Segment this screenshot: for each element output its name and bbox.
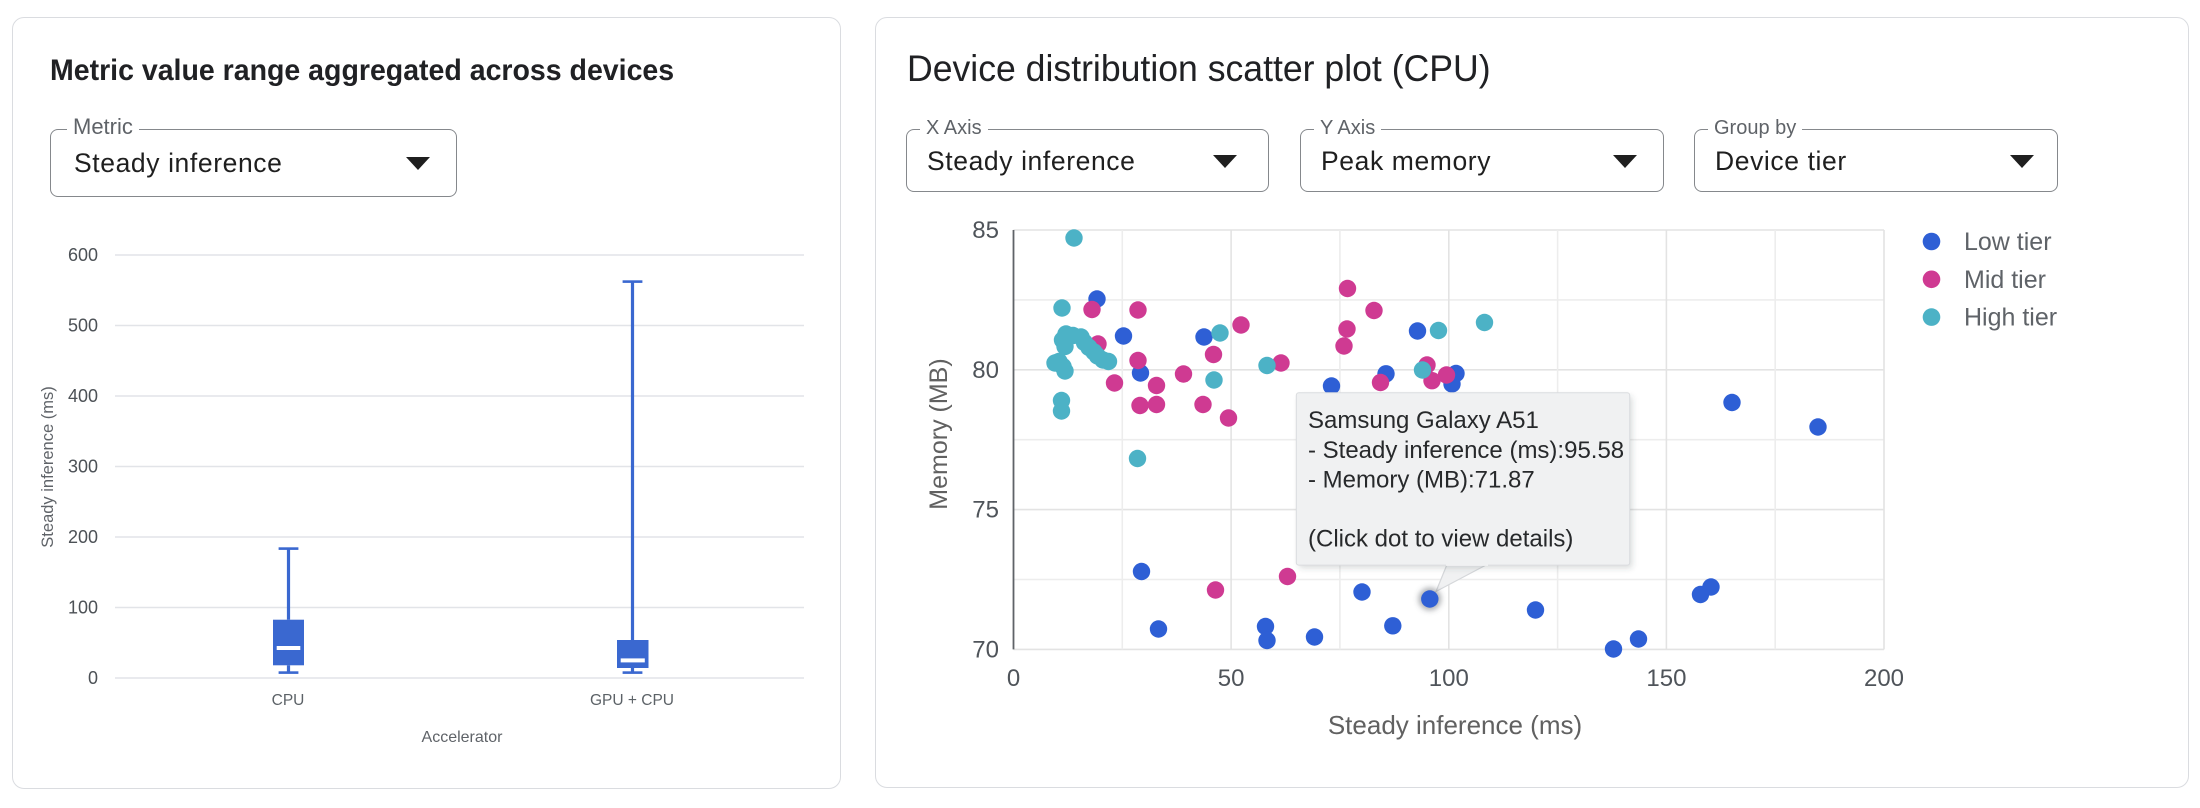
svg-text:50: 50 [1218,665,1245,692]
svg-text:150: 150 [1646,665,1686,692]
svg-text:CPU: CPU [272,692,305,709]
svg-text:75: 75 [972,497,999,524]
svg-text:(Click dot to view details): (Click dot to view details) [1308,526,1573,553]
svg-text:100: 100 [1429,665,1469,692]
svg-text:100: 100 [68,598,98,618]
svg-text:85: 85 [972,217,999,244]
svg-text:Steady inference (ms): Steady inference (ms) [1328,710,1582,740]
svg-text:High tier: High tier [1964,304,2057,332]
svg-text:0: 0 [88,668,98,688]
svg-text:500: 500 [68,316,98,336]
svg-text:200: 200 [1864,665,1904,692]
svg-text:Steady inference (ms): Steady inference (ms) [39,386,57,547]
svg-text:Low tier: Low tier [1964,228,2052,256]
svg-text:GPU + CPU: GPU + CPU [590,692,674,709]
svg-text:Samsung Galaxy A51: Samsung Galaxy A51 [1308,407,1539,434]
svg-text:70: 70 [972,636,999,663]
svg-text:- Steady inference (ms):95.58: - Steady inference (ms):95.58 [1308,437,1624,464]
svg-text:400: 400 [68,386,98,406]
svg-text:300: 300 [68,457,98,477]
svg-text:- Memory (MB):71.87: - Memory (MB):71.87 [1308,467,1535,494]
svg-text:200: 200 [68,527,98,547]
svg-text:Memory (MB): Memory (MB) [925,358,953,509]
svg-text:600: 600 [68,245,98,265]
svg-text:Mid tier: Mid tier [1964,266,2046,294]
svg-text:Accelerator: Accelerator [422,729,504,746]
svg-text:80: 80 [972,357,999,384]
svg-text:0: 0 [1007,665,1020,692]
